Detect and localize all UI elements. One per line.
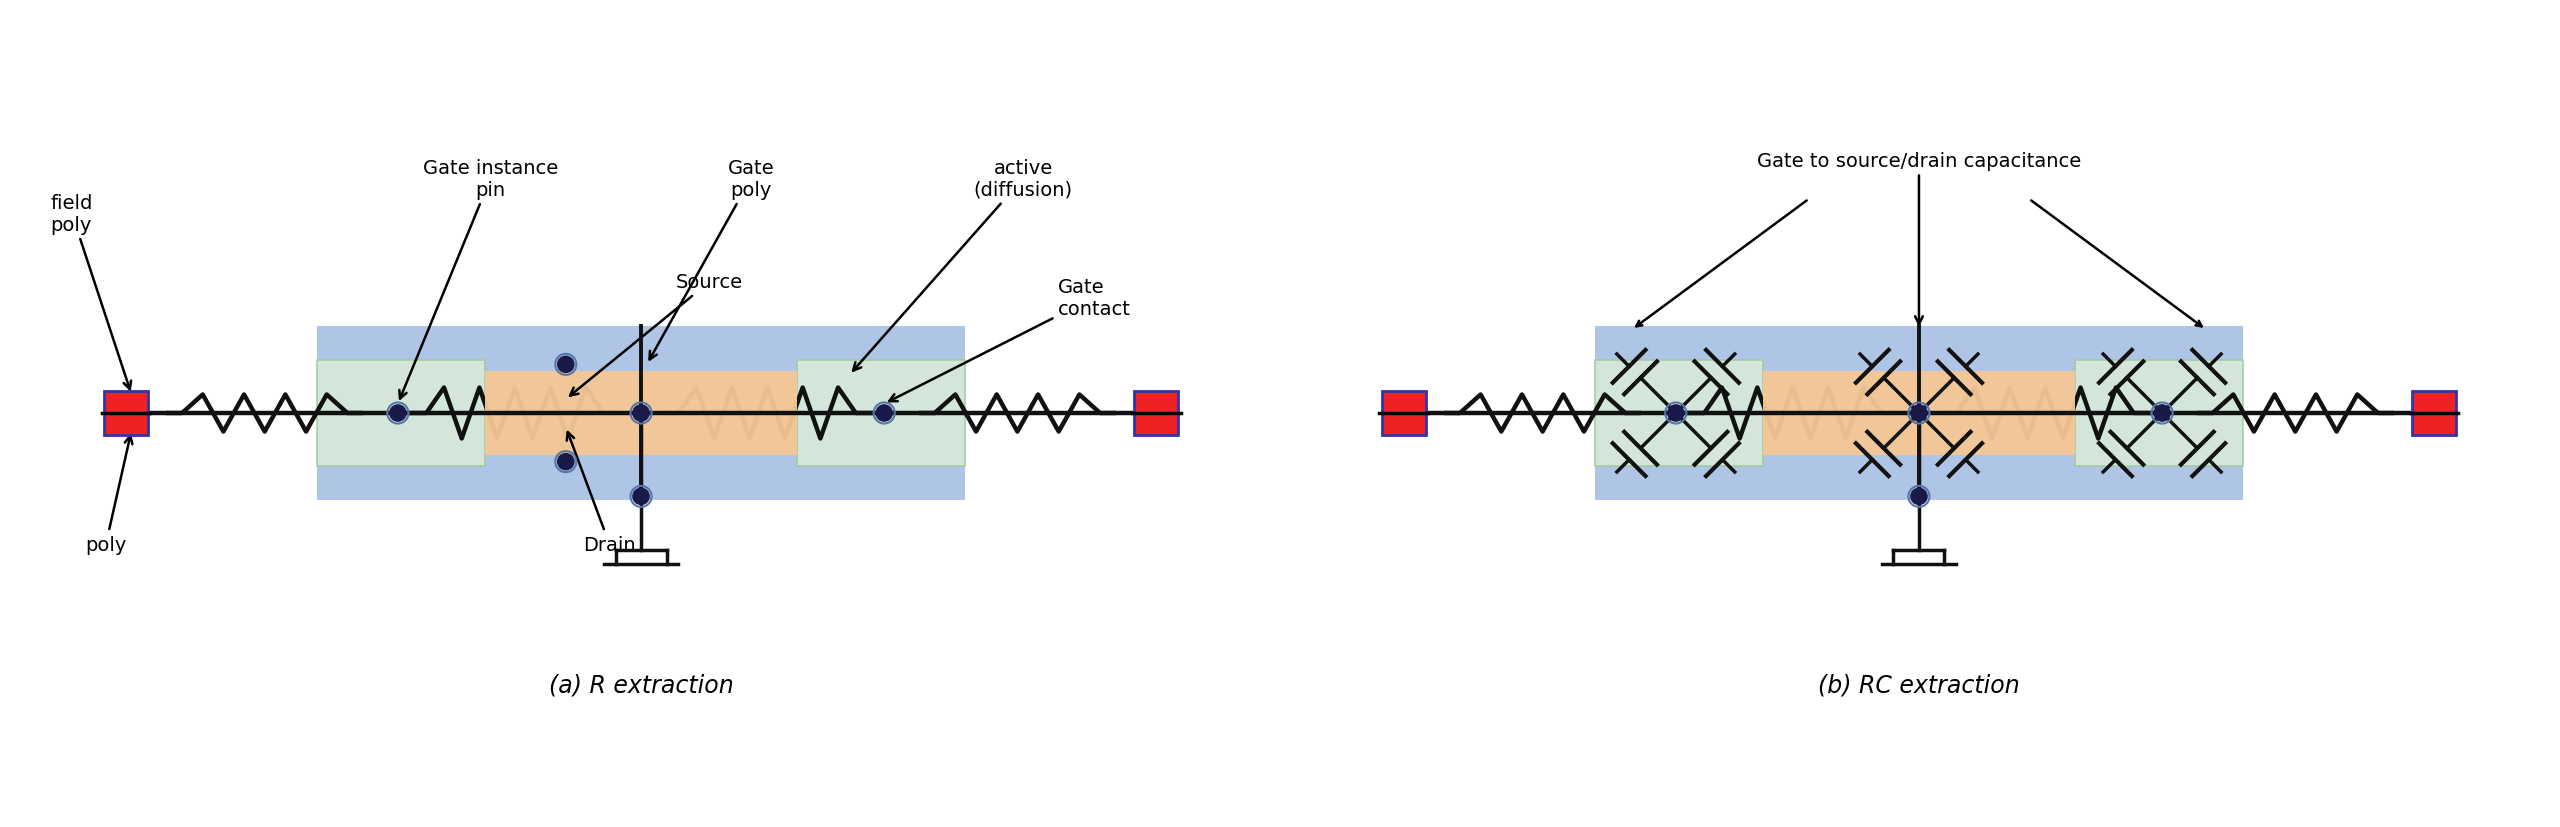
Bar [1382,391,1426,436]
Text: Gate
contact: Gate contact [888,277,1132,402]
Bar [105,391,148,436]
Bar [796,361,965,466]
Circle shape [632,405,650,422]
Circle shape [558,454,573,471]
Bar [317,327,965,500]
Bar [1595,327,2243,500]
Bar [484,372,796,455]
Bar [2412,391,2455,436]
Text: Drain: Drain [566,433,635,554]
Circle shape [558,356,573,373]
Circle shape [876,405,893,422]
Bar [1764,372,2076,455]
Circle shape [389,405,407,422]
Circle shape [1910,489,1928,504]
Text: poly: poly [84,437,133,554]
Bar [317,361,484,466]
Circle shape [2153,405,2171,422]
Bar [1595,361,1764,466]
Circle shape [632,489,650,504]
Text: Gate to source/drain capacitance: Gate to source/drain capacitance [1756,151,2081,325]
Circle shape [1667,405,1684,422]
Text: Gate
poly: Gate poly [650,159,773,360]
Text: active
(diffusion): active (diffusion) [852,159,1073,371]
Bar [2076,361,2243,466]
Text: (a) R extraction: (a) R extraction [548,673,732,697]
Text: (b) RC extraction: (b) RC extraction [1818,673,2020,697]
Text: field
poly: field poly [51,194,131,390]
Circle shape [1910,405,1928,422]
Text: Source: Source [571,273,742,396]
Text: Gate instance
pin: Gate instance pin [399,159,558,399]
Bar [1134,391,1178,436]
